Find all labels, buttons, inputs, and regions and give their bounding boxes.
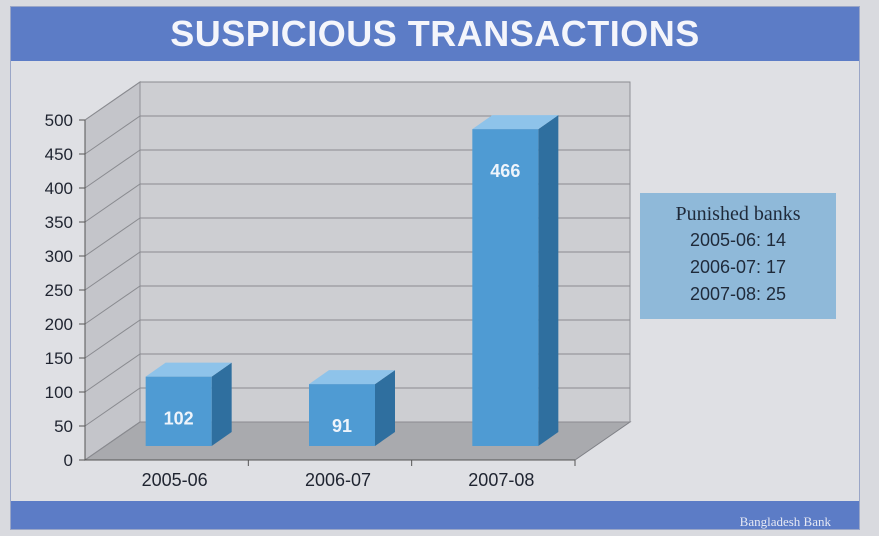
x-axis-ticks: 2005-06 2006-07 2007-08 — [142, 460, 576, 490]
bar-side — [538, 115, 559, 447]
gridline — [84, 81, 630, 121]
gridline — [84, 217, 630, 257]
y-tick-label: 350 — [45, 213, 73, 232]
title-bar: SUSPICIOUS TRANSACTIONS — [11, 7, 859, 61]
y-tick-label: 100 — [45, 383, 73, 402]
gridline — [84, 183, 630, 223]
bar-top — [309, 370, 395, 385]
y-tick-label: 400 — [45, 179, 73, 198]
bar-top — [472, 115, 559, 130]
punished-banks-line: 2006-07: 17 — [689, 257, 787, 277]
bar: 466 — [472, 115, 559, 447]
y-tick-label: 250 — [45, 281, 73, 300]
bar-value-label: 466 — [490, 161, 520, 181]
gridline — [84, 115, 630, 155]
footer-bar — [11, 501, 859, 529]
y-tick-label: 150 — [45, 349, 73, 368]
y-tick-label: 50 — [54, 417, 73, 436]
punished-banks-title: Punished banks — [675, 203, 801, 225]
bar-front — [472, 129, 539, 446]
gridlines — [84, 81, 630, 461]
punished-banks-box: Punished banks 2005-06: 14 2006-07: 17 2… — [640, 193, 836, 319]
bar-value-label: 102 — [164, 409, 194, 429]
gridline — [84, 353, 630, 393]
y-tick-label: 200 — [45, 315, 73, 334]
gridline — [84, 285, 630, 325]
source-credit: Bangladesh Bank — [739, 514, 831, 529]
y-tick-label: 0 — [64, 451, 73, 470]
bar-front — [309, 384, 375, 446]
bar: 91 — [309, 370, 395, 446]
bar-value-label: 91 — [332, 416, 352, 436]
punished-banks-line: 2005-06: 14 — [689, 230, 787, 250]
bar-front — [145, 376, 212, 446]
y-tick-label: 300 — [45, 247, 73, 266]
y-tick-label: 450 — [45, 145, 73, 164]
bar-side — [375, 370, 395, 446]
gridline — [84, 319, 630, 359]
chart-title: SUSPICIOUS TRANSACTIONS — [170, 13, 700, 54]
y-tick-label: 500 — [45, 111, 73, 130]
gridline — [84, 387, 630, 427]
gridline — [84, 149, 630, 189]
gridline — [84, 421, 630, 461]
x-tick-label: 2006-07 — [305, 470, 371, 490]
bar: 102 — [145, 362, 232, 446]
bar-side — [211, 362, 232, 446]
bar-top — [145, 362, 232, 377]
gridline — [84, 251, 630, 291]
x-tick-label: 2005-06 — [142, 470, 208, 490]
bars: 102 91 466 — [145, 115, 559, 447]
punished-banks-line: 2007-08: 25 — [689, 284, 787, 304]
x-tick-label: 2007-08 — [468, 470, 534, 490]
y-axis-ticks: 0 50 100 150 200 250 300 350 400 450 500 — [45, 111, 575, 470]
